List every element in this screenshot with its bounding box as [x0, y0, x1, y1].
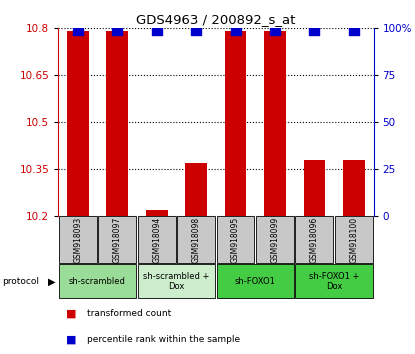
Point: [311, 27, 318, 33]
Text: sh-scrambled +
Dox: sh-scrambled + Dox: [143, 272, 210, 291]
Title: GDS4963 / 200892_s_at: GDS4963 / 200892_s_at: [136, 13, 295, 26]
FancyBboxPatch shape: [217, 264, 294, 298]
FancyBboxPatch shape: [256, 216, 294, 263]
FancyBboxPatch shape: [98, 216, 136, 263]
Text: ■: ■: [66, 335, 77, 345]
Point: [232, 27, 239, 33]
Bar: [343, 160, 365, 216]
FancyBboxPatch shape: [59, 216, 97, 263]
Text: percentile rank within the sample: percentile rank within the sample: [87, 335, 240, 344]
Bar: [225, 32, 247, 216]
Bar: [106, 32, 128, 216]
Bar: [264, 32, 286, 216]
Text: ■: ■: [66, 308, 77, 318]
FancyBboxPatch shape: [177, 216, 215, 263]
Text: transformed count: transformed count: [87, 309, 171, 318]
Text: GSM918097: GSM918097: [113, 217, 122, 263]
Text: GSM918093: GSM918093: [73, 217, 82, 263]
FancyBboxPatch shape: [138, 216, 176, 263]
Point: [154, 27, 160, 33]
Text: GSM918096: GSM918096: [310, 217, 319, 263]
Bar: [67, 32, 89, 216]
Text: sh-FOXO1: sh-FOXO1: [235, 277, 276, 286]
FancyBboxPatch shape: [59, 264, 136, 298]
Bar: [185, 163, 207, 216]
Text: GSM918095: GSM918095: [231, 217, 240, 263]
Text: protocol: protocol: [2, 277, 39, 286]
FancyBboxPatch shape: [217, 216, 254, 263]
Text: GSM918099: GSM918099: [271, 217, 279, 263]
Text: GSM918100: GSM918100: [349, 217, 358, 263]
Bar: [303, 160, 325, 216]
FancyBboxPatch shape: [295, 216, 333, 263]
Text: ▶: ▶: [48, 276, 55, 286]
Point: [350, 27, 357, 33]
Bar: [146, 210, 168, 216]
Text: sh-FOXO1 +
Dox: sh-FOXO1 + Dox: [309, 272, 359, 291]
Text: sh-scrambled: sh-scrambled: [69, 277, 126, 286]
Point: [272, 27, 278, 33]
Text: GSM918094: GSM918094: [152, 217, 161, 263]
Point: [193, 27, 200, 33]
FancyBboxPatch shape: [335, 216, 373, 263]
FancyBboxPatch shape: [295, 264, 373, 298]
Point: [114, 27, 121, 33]
Text: GSM918098: GSM918098: [192, 217, 200, 263]
Point: [75, 27, 81, 33]
FancyBboxPatch shape: [138, 264, 215, 298]
